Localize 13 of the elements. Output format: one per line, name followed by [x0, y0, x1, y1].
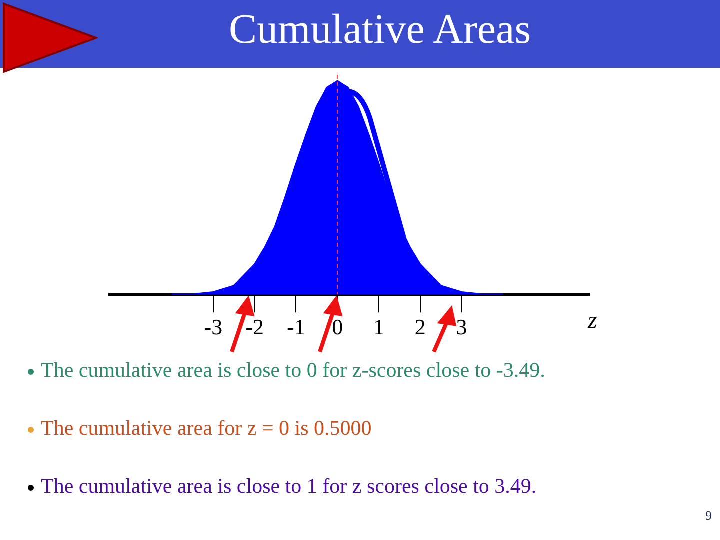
text: The cumulative area for z = 0 is 0.5000 — [41, 416, 372, 440]
text: The cumulative area is close to 0 for z-scores close to -3.49. — [41, 358, 546, 382]
x-axis-title: z — [588, 308, 598, 335]
x-tick-label: -1 — [287, 314, 306, 340]
x-tick-label: 1 — [373, 314, 384, 340]
chart-title: Cumulative Areas — [228, 6, 532, 54]
x-tick-label: -3 — [204, 314, 223, 340]
x-tick-label: 3 — [456, 314, 468, 340]
text: The cumulative area is close to 1 for z scores close to 3.49. — [41, 474, 537, 498]
text: 9 — [706, 508, 712, 524]
x-tick-label: -2 — [246, 314, 264, 340]
x-tick-label: 2 — [414, 314, 426, 340]
x-tick-label: 0 — [332, 314, 344, 340]
